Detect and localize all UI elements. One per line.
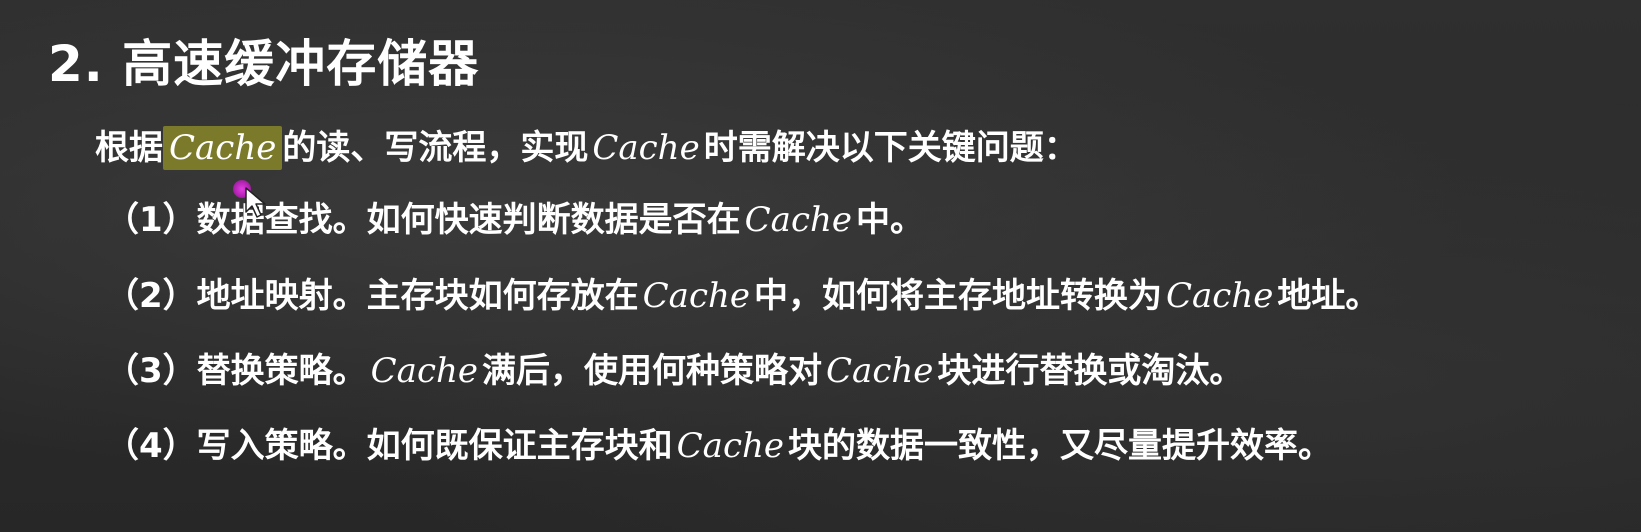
intro-term-cache: Cache <box>592 128 700 168</box>
item-3-suffix: 块进行替换或淘汰。 <box>937 351 1244 391</box>
item-3-prefix: （3）替换策略。 <box>105 351 367 391</box>
list-item-3: （3）替换策略。 Cache 满后，使用何种策略对 Cache 块进行替换或淘汰。 <box>105 343 1243 392</box>
list-item-4: （4）写入策略。如何既保证主存块和 Cache 块的数据一致性，又尽量提升效率。 <box>105 418 1332 467</box>
item-2-suffix: 地址。 <box>1277 276 1380 316</box>
list-item-1: （1）数据查找。如何快速判断数据是否在 Cache 中。 <box>105 192 924 241</box>
intro-line: 根据 Cache 的读、写流程，实现 Cache 时需解决以下关键问题： <box>95 120 1078 170</box>
intro-text-middle: 的读、写流程，实现 <box>282 128 589 168</box>
item-3-middle: 满后，使用何种策略对 <box>482 351 823 391</box>
intro-text-before: 根据 <box>95 128 163 168</box>
item-3-term: Cache <box>370 351 479 391</box>
item-2-term: Cache <box>642 276 751 316</box>
item-3-term2: Cache <box>826 351 934 391</box>
slide-title: 2. 高速缓冲存储器 <box>48 35 480 93</box>
highlighted-term-cache: Cache <box>163 126 283 170</box>
mouse-pointer-icon <box>245 187 266 218</box>
item-2-term2: Cache <box>1166 276 1274 316</box>
item-4-suffix: 块的数据一致性，又尽量提升效率。 <box>788 426 1333 466</box>
item-2-prefix: （2）地址映射。主存块如何存放在 <box>105 276 639 316</box>
list-item-2: （2）地址映射。主存块如何存放在 Cache 中，如何将主存地址转换为 Cache 地址… <box>105 268 1379 317</box>
item-1-prefix: （1）数据查找。如何快速判断数据是否在 <box>105 200 741 240</box>
item-1-suffix: 中。 <box>856 200 925 240</box>
item-4-prefix: （4）写入策略。如何既保证主存块和 <box>105 426 673 466</box>
item-1-term: Cache <box>744 200 853 240</box>
item-4-term: Cache <box>676 426 785 466</box>
item-2-middle: 中，如何将主存地址转换为 <box>754 276 1163 316</box>
intro-text-after: 时需解决以下关键问题： <box>703 128 1078 168</box>
